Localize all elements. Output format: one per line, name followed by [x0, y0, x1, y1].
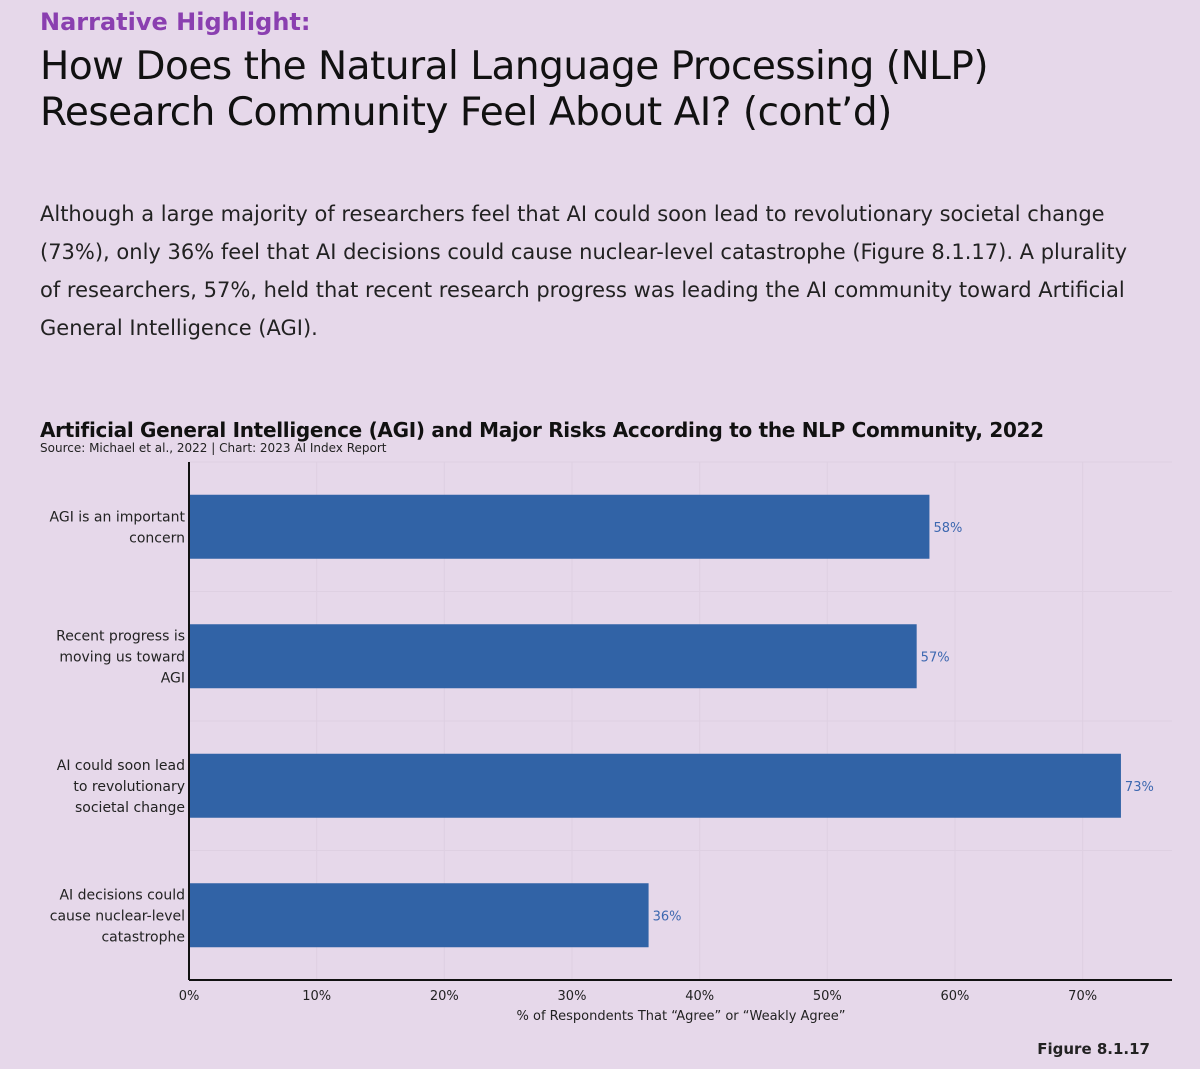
x-tick-label: 10% — [302, 989, 331, 1004]
x-tick-label: 40% — [685, 989, 714, 1004]
category-label: moving us toward — [59, 649, 185, 665]
category-label: AI decisions could — [59, 887, 185, 903]
data-label: 73% — [1125, 780, 1154, 795]
data-label: 58% — [933, 521, 962, 536]
data-label: 36% — [653, 909, 682, 924]
chart-title: Artificial General Intelligence (AGI) an… — [40, 418, 1044, 442]
page-title: How Does the Natural Language Processing… — [40, 44, 989, 135]
x-tick-label: 0% — [179, 989, 200, 1004]
x-axis-label: % of Respondents That “Agree” or “Weakly… — [517, 1009, 846, 1024]
category-label: Recent progress is — [56, 628, 185, 644]
x-tick-label: 70% — [1068, 989, 1097, 1004]
category-label: societal change — [75, 800, 185, 816]
bar — [189, 494, 930, 559]
category-label: AGI is an important — [50, 509, 186, 525]
category-label: AGI — [161, 670, 185, 686]
x-tick-label: 50% — [813, 989, 842, 1004]
body-paragraph: Although a large majority of researchers… — [40, 202, 1128, 340]
bar — [189, 883, 649, 948]
x-tick-label: 30% — [558, 989, 587, 1004]
x-tick-label: 20% — [430, 989, 459, 1004]
category-label: to revolutionary — [73, 779, 185, 795]
bar — [189, 624, 917, 689]
section-kicker: Narrative Highlight: — [40, 8, 311, 36]
chart-source: Source: Michael et al., 2022 | Chart: 20… — [40, 441, 387, 455]
x-tick-label: 60% — [941, 989, 970, 1004]
data-label: 57% — [921, 650, 950, 665]
category-label: catastrophe — [101, 929, 185, 945]
figure-label: Figure 8.1.17 — [1037, 1040, 1150, 1058]
category-label: AI could soon lead — [57, 758, 185, 774]
bar — [189, 753, 1121, 818]
category-label: cause nuclear-level — [50, 908, 185, 924]
category-label: concern — [129, 530, 185, 546]
